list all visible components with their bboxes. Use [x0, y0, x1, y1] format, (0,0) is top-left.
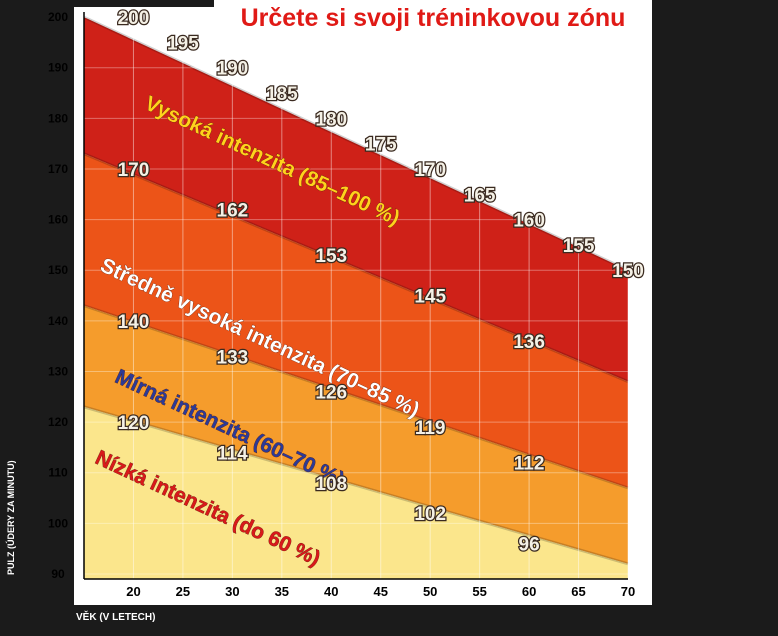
- y-tick-label: 180: [48, 111, 68, 125]
- y-tick-label: 170: [48, 162, 68, 176]
- zone-edge: [83, 152, 629, 383]
- value-label: 150: [612, 261, 644, 282]
- zone-band: [84, 305, 628, 564]
- y-tick-label: 110: [48, 466, 68, 480]
- x-axis-label: VĚK (V LETECH): [76, 612, 156, 623]
- value-label: 145: [414, 287, 446, 308]
- value-label: 119: [415, 418, 446, 439]
- value-label: 102: [414, 504, 446, 525]
- x-tick-label: 55: [472, 584, 486, 599]
- x-tick-label: 25: [176, 584, 190, 599]
- value-label: 195: [167, 33, 199, 54]
- y-tick-label: 160: [48, 213, 68, 227]
- value-label: 153: [315, 246, 347, 267]
- y-tick-label: 130: [48, 364, 68, 378]
- value-label: 112: [514, 454, 545, 475]
- value-label: 170: [118, 160, 150, 181]
- chart-title: Určete si svoji tréninkovou zónu: [240, 4, 626, 32]
- y-tick-label: 200: [48, 10, 68, 24]
- x-tick-label: 20: [126, 584, 140, 599]
- value-label: 160: [513, 211, 545, 232]
- x-tick-label: 65: [571, 584, 585, 599]
- value-label: 133: [217, 347, 249, 368]
- value-label: 162: [217, 200, 249, 221]
- value-label: 136: [513, 332, 545, 353]
- zone-edge: [83, 304, 629, 490]
- zone-edge: [83, 405, 629, 566]
- value-label: 96: [519, 535, 540, 556]
- value-label: 108: [315, 474, 347, 495]
- x-tick-label: 45: [373, 584, 387, 599]
- x-tick-label: 35: [275, 584, 289, 599]
- y-tick-label: 120: [48, 415, 68, 429]
- x-tick-label: 40: [324, 584, 338, 599]
- y-axis-label: PULZ (ÚDERY ZA MINUTU): [6, 460, 16, 575]
- value-label: 114: [217, 443, 248, 464]
- value-label: 155: [563, 236, 595, 257]
- grid-lines: [84, 12, 629, 579]
- y-tick-label: 140: [48, 314, 68, 328]
- value-label: 185: [266, 84, 298, 105]
- value-label: 126: [315, 383, 347, 404]
- value-label: 200: [118, 8, 150, 29]
- x-tick-label: 30: [225, 584, 239, 599]
- y-tick-label: 190: [48, 61, 68, 75]
- value-label: 180: [315, 109, 347, 130]
- y-tick-label: 100: [48, 516, 68, 530]
- axes: 90 100 110 120 130 140 150 160 170 180 190 200 20 25 3…: [48, 10, 635, 599]
- value-label: 190: [217, 59, 249, 80]
- value-label: 175: [365, 135, 397, 156]
- zone-edge: [83, 15, 629, 272]
- zone-bands: [83, 15, 629, 579]
- zone-band: [84, 153, 628, 488]
- value-label: 165: [464, 185, 496, 206]
- x-tick-label: 60: [522, 584, 536, 599]
- value-label: 120: [118, 413, 150, 434]
- x-tick-label: 50: [423, 584, 437, 599]
- value-label: 140: [118, 312, 150, 333]
- title-box: Určete si svoji tréninkovou zónu: [214, 0, 652, 46]
- x-tick-label: 70: [621, 584, 635, 599]
- value-label: 170: [414, 160, 446, 181]
- y-tick-label: 150: [48, 263, 68, 277]
- y-tick-label: 90: [51, 567, 65, 581]
- zone-band: [84, 17, 628, 382]
- zone-band: [84, 406, 628, 579]
- value-labels: 200 195 190 185 180 175 170 165 160 155 150 170 162 1…: [116, 7, 645, 557]
